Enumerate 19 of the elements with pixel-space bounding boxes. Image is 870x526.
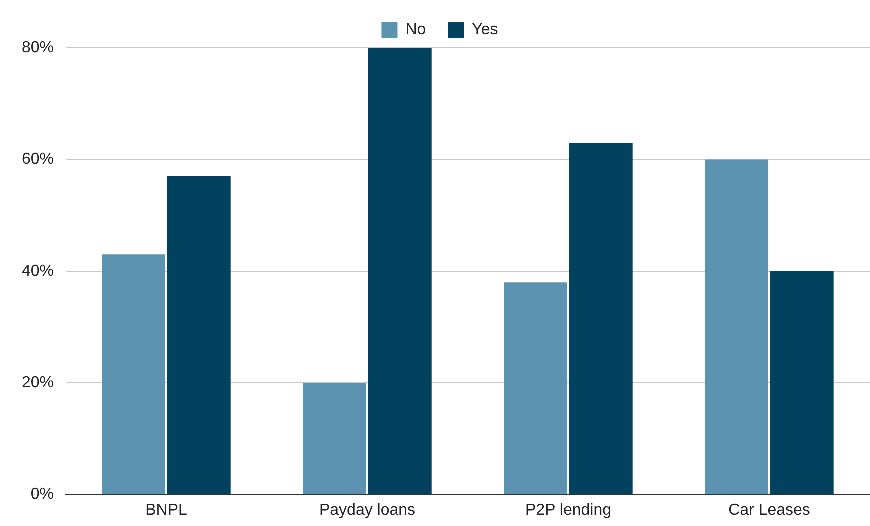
y-tick-label: 80% (22, 39, 54, 56)
legend-label: No (406, 21, 426, 38)
bar (368, 48, 432, 494)
y-tick-label: 0% (30, 486, 54, 504)
x-tick-label: Car Leases (728, 502, 810, 519)
bar (102, 254, 166, 494)
bar (504, 282, 568, 494)
bar (168, 176, 231, 494)
y-tick-label: 60% (22, 151, 54, 168)
bar (770, 271, 834, 494)
y-tick-label: 40% (22, 262, 54, 280)
y-tick-label: 20% (22, 374, 54, 392)
bar (303, 383, 367, 494)
x-tick-label: P2P lending (526, 502, 612, 519)
bar (705, 160, 769, 494)
x-tick-label: Payday loans (319, 502, 416, 519)
x-tick-label: BNPL (146, 502, 188, 519)
bar (569, 142, 633, 494)
legend-label: Yes (472, 21, 498, 38)
